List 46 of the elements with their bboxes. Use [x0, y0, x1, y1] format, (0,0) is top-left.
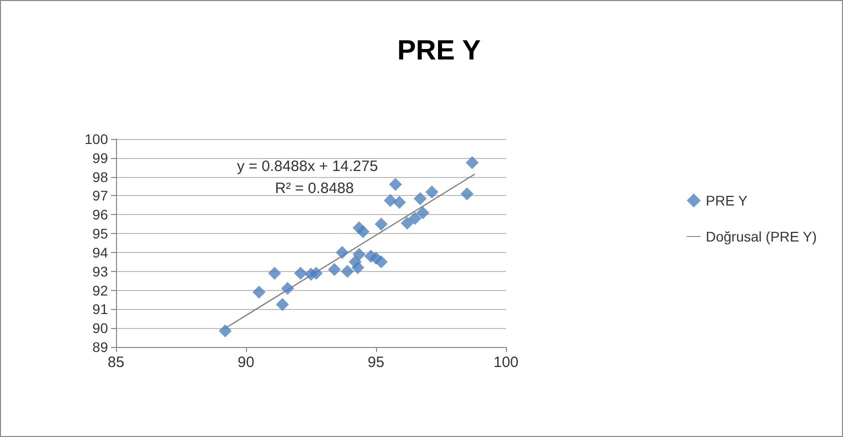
point [336, 246, 349, 259]
y-tick-label: 90 [92, 320, 108, 336]
x-tick-label: 90 [238, 354, 254, 371]
y-tick-label: 95 [92, 226, 108, 242]
point [340, 264, 354, 278]
point [294, 266, 308, 280]
y-tick-label: 93 [92, 263, 108, 280]
y-tick-label: 96 [92, 206, 108, 223]
point [218, 324, 232, 338]
point [374, 218, 388, 231]
point [351, 261, 364, 274]
annotation: y = 0.8488x + 14.275 [237, 158, 378, 175]
x-tick-label: 85 [108, 354, 124, 371]
chart-title: PRE Y [397, 34, 482, 66]
y-tick-label: 98 [92, 168, 108, 185]
point [408, 212, 422, 225]
point [466, 156, 479, 170]
legend-label: PRE Y [706, 192, 748, 208]
point [389, 178, 402, 191]
y-tick-label: 99 [92, 150, 108, 166]
x-tick-label: 95 [368, 354, 384, 371]
point [328, 262, 341, 276]
y-tick-label: 97 [92, 188, 108, 204]
point [392, 196, 406, 209]
point [356, 225, 370, 238]
point [352, 248, 366, 261]
point [414, 192, 427, 206]
point [416, 206, 430, 220]
point [281, 282, 294, 295]
x-tick-label: 100 [493, 354, 519, 371]
y-tick-label: 91 [92, 301, 108, 318]
point [384, 194, 397, 207]
point [425, 185, 438, 198]
point [268, 266, 282, 280]
annotation: R² = 0.8488 [275, 180, 354, 197]
y-tick-label: 100 [84, 131, 108, 147]
point [276, 298, 289, 311]
y-tick-label: 94 [92, 244, 108, 260]
point [310, 266, 323, 280]
legend-label: Doğrusal (PRE Y) [706, 228, 817, 244]
point [400, 216, 414, 230]
point [252, 286, 266, 299]
point [460, 187, 474, 200]
y-tick-label: 89 [92, 339, 108, 355]
point [364, 250, 378, 263]
y-tick-label: 92 [92, 282, 108, 298]
